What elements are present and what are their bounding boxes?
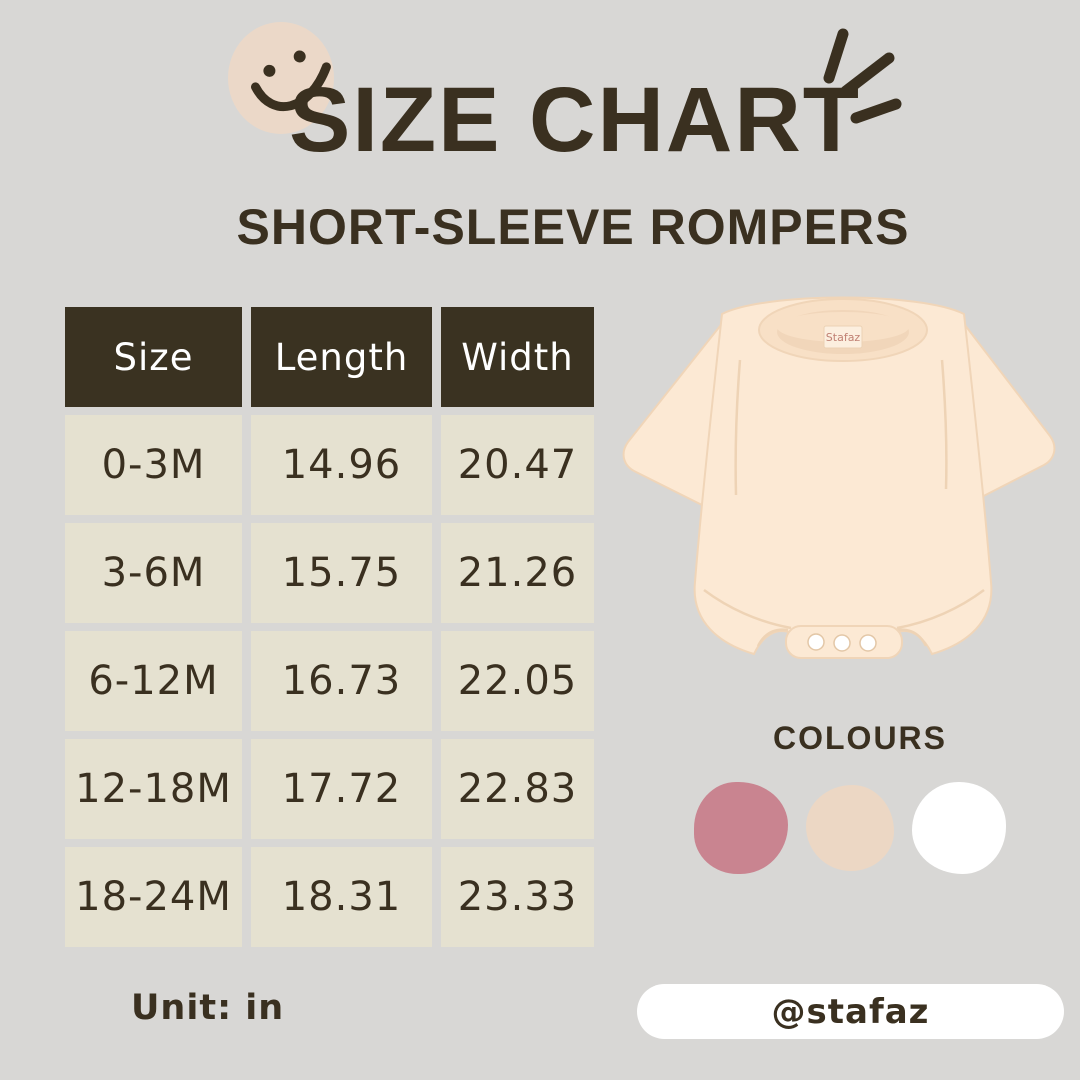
sparks-icon bbox=[823, 28, 902, 124]
page-title: SIZE CHART bbox=[289, 69, 861, 171]
colour-swatch-white bbox=[912, 782, 1006, 874]
cell-length: 18.31 bbox=[251, 847, 432, 947]
cell-size: 18-24M bbox=[65, 847, 242, 947]
smiley-icon bbox=[228, 22, 334, 134]
size-table: Size Length Width 0-3M 14.96 20.47 3-6M … bbox=[65, 307, 596, 947]
cell-length: 16.73 bbox=[251, 631, 432, 731]
cell-size: 6-12M bbox=[65, 631, 242, 731]
page-subtitle: SHORT-SLEEVE ROMPERS bbox=[236, 199, 910, 255]
cell-width: 21.26 bbox=[441, 523, 594, 623]
colour-swatch-dusty-pink bbox=[694, 782, 788, 874]
cell-length: 15.75 bbox=[251, 523, 432, 623]
cell-width: 22.05 bbox=[441, 631, 594, 731]
cell-length: 14.96 bbox=[251, 415, 432, 515]
column-header-width: Width bbox=[441, 307, 594, 407]
romper-photo: Stafaz bbox=[622, 296, 1056, 659]
cell-size: 12-18M bbox=[65, 739, 242, 839]
colour-swatch-beige bbox=[806, 785, 894, 871]
column-header-size: Size bbox=[65, 307, 242, 407]
smiley-face-icon bbox=[251, 50, 331, 112]
column-header-length: Length bbox=[251, 307, 432, 407]
cell-size: 3-6M bbox=[65, 523, 242, 623]
cell-length: 17.72 bbox=[251, 739, 432, 839]
cell-size: 0-3M bbox=[65, 415, 242, 515]
social-handle-text: @stafaz bbox=[771, 991, 930, 1032]
cell-width: 22.83 bbox=[441, 739, 594, 839]
cell-width: 20.47 bbox=[441, 415, 594, 515]
cell-width: 23.33 bbox=[441, 847, 594, 947]
unit-label: Unit: in bbox=[131, 988, 285, 1028]
colours-heading: COLOURS bbox=[773, 720, 947, 756]
colour-swatches bbox=[694, 782, 1006, 874]
neck-tag-label: Stafaz bbox=[826, 331, 861, 344]
social-handle-badge: @stafaz bbox=[637, 984, 1064, 1039]
